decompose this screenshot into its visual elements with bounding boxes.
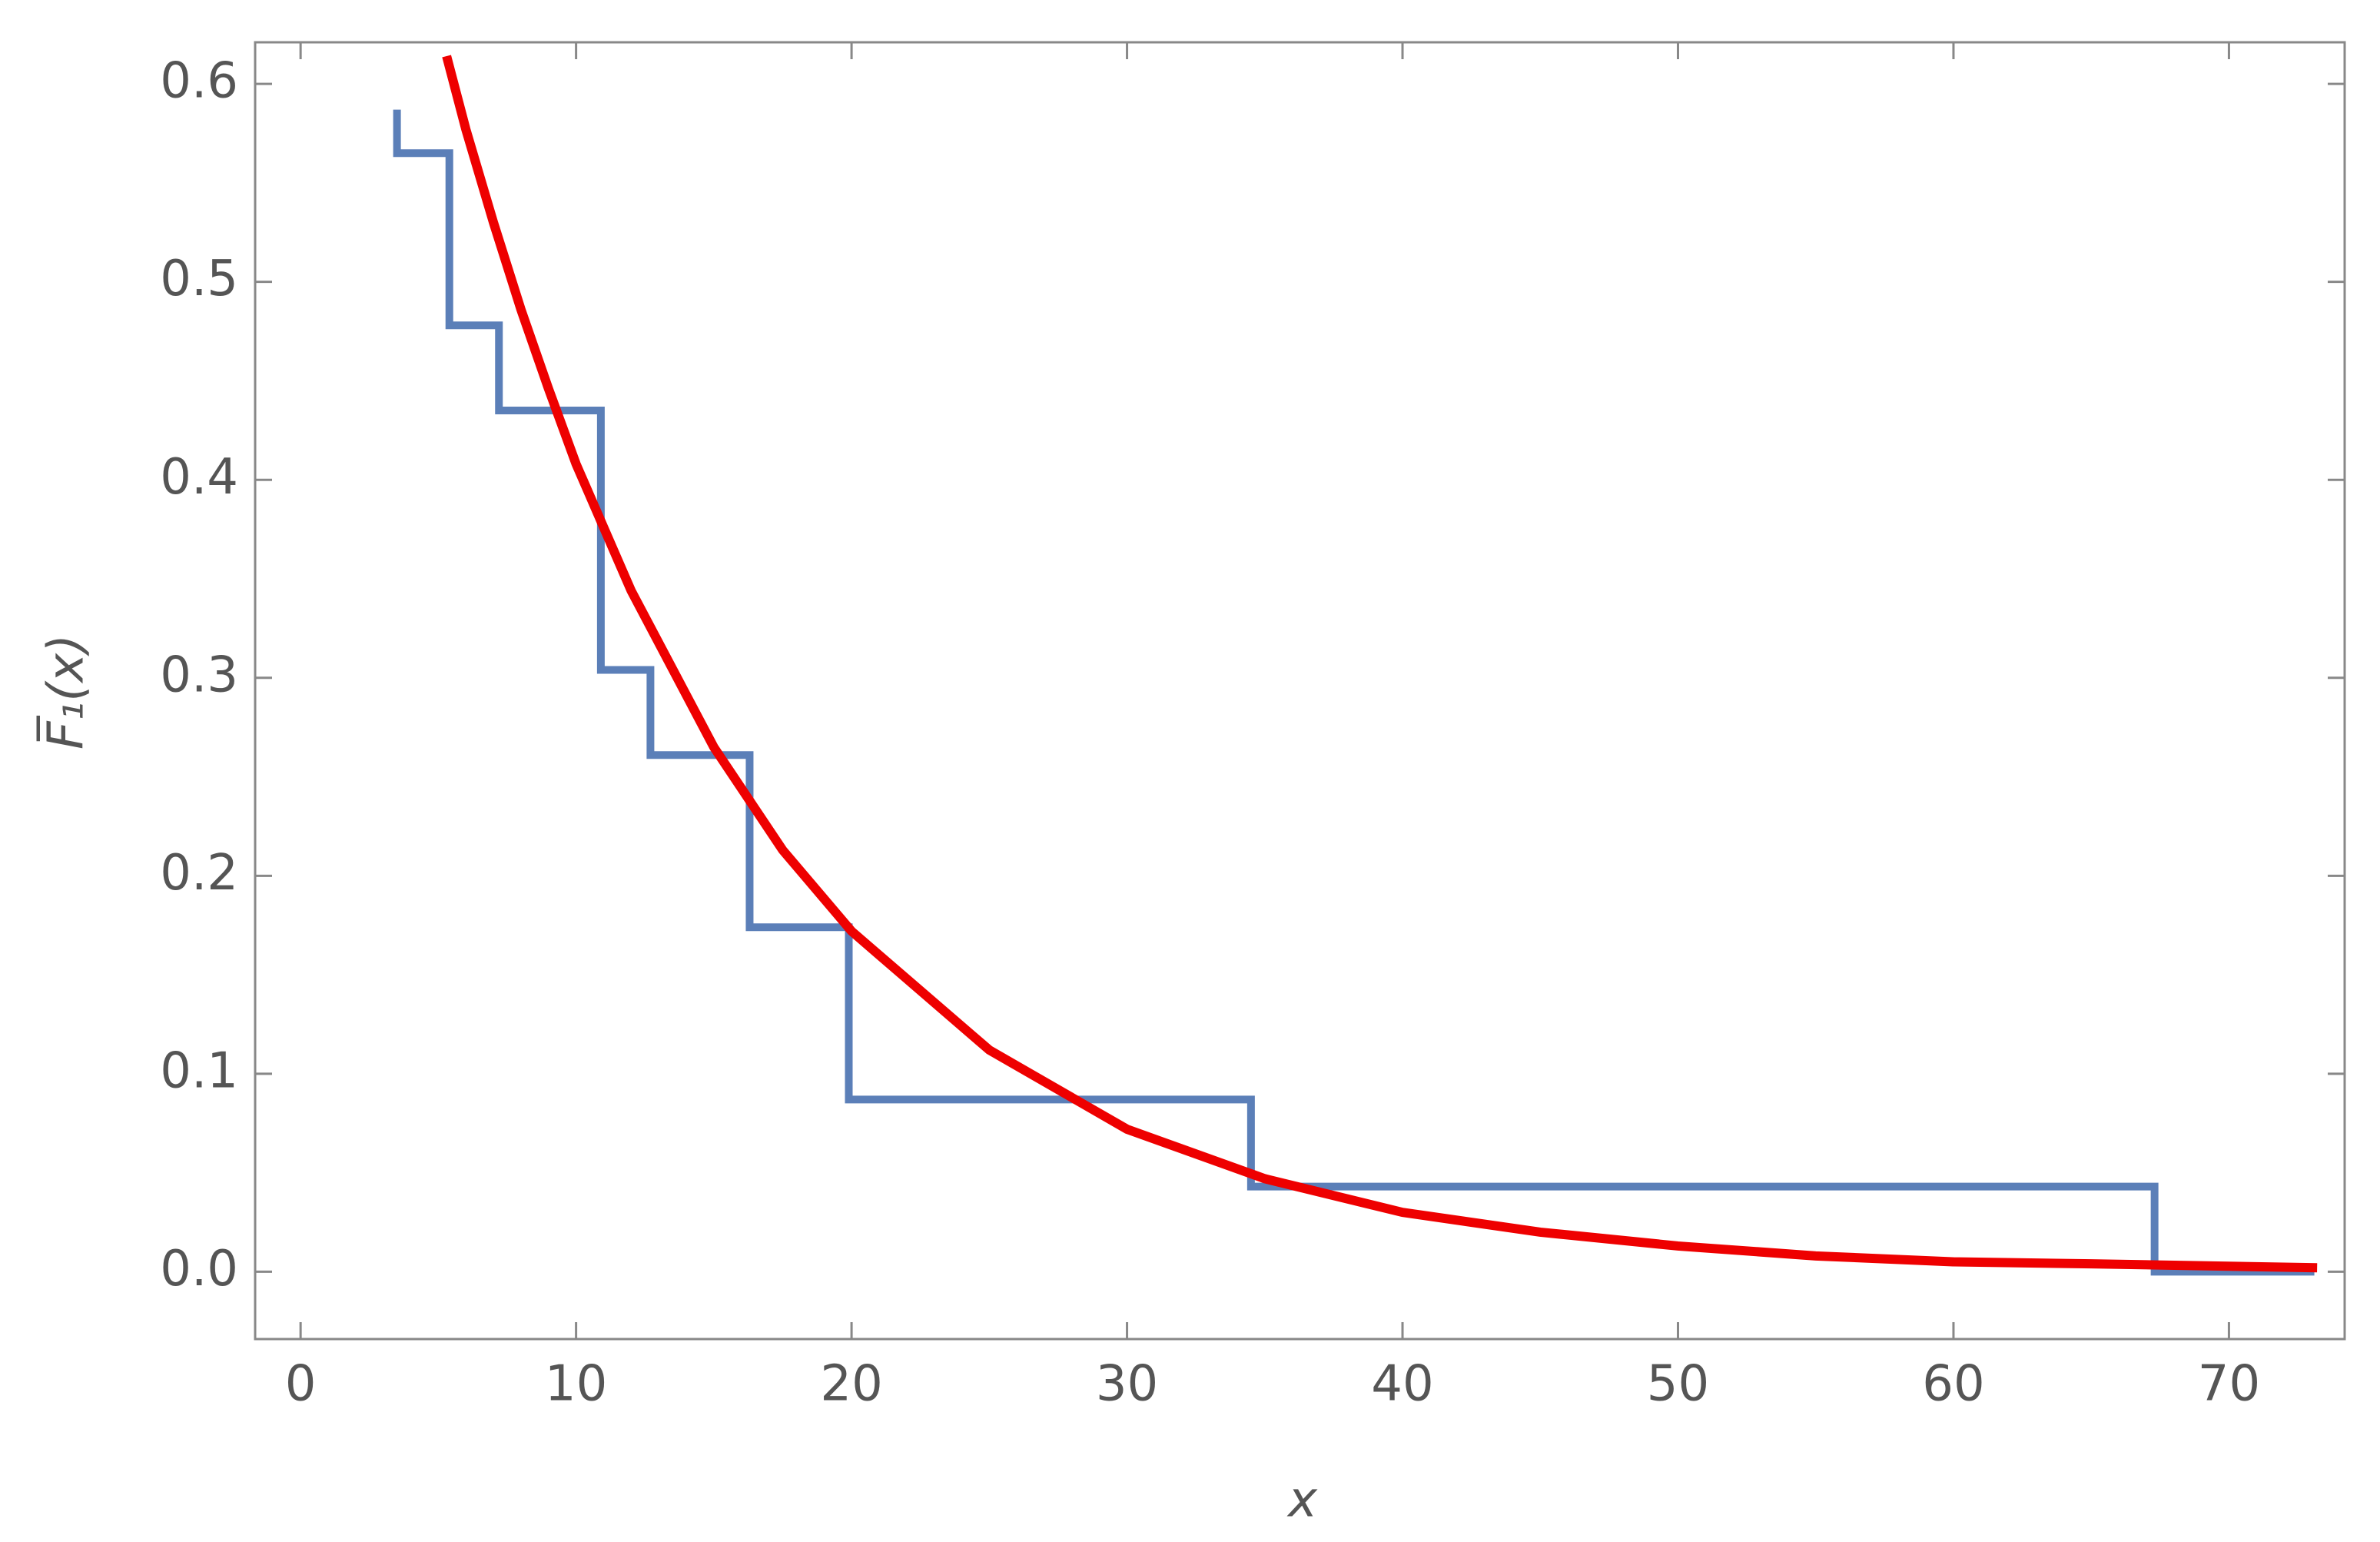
y-axis-label: F̅₁(x) <box>36 634 95 749</box>
y-tick-label: 0.5 <box>160 251 238 307</box>
x-tick-label: 50 <box>1647 1356 1709 1413</box>
y-tick-label: 0.3 <box>160 646 238 703</box>
plot-frame <box>254 41 2346 1341</box>
y-tick-label: 0.6 <box>160 53 238 110</box>
x-tick-label: 60 <box>1922 1356 1984 1413</box>
y-tick-label: 0.2 <box>160 845 238 902</box>
y-tick-label: 0.4 <box>160 449 238 506</box>
x-tick-label: 40 <box>1371 1356 1433 1413</box>
plot-area <box>393 55 2318 1276</box>
x-tick-label: 20 <box>820 1356 882 1413</box>
x-tick-label: 0 <box>285 1356 317 1413</box>
step-line <box>393 109 2315 1276</box>
fit-curve <box>442 55 2318 1273</box>
x-tick-label: 30 <box>1096 1356 1158 1413</box>
x-tick-label: 70 <box>2198 1356 2260 1413</box>
y-tick-label: 0.1 <box>160 1042 238 1099</box>
y-tick-label: 0.0 <box>160 1241 238 1298</box>
x-axis-label: x <box>1286 1472 1318 1529</box>
x-tick-label: 10 <box>545 1356 607 1413</box>
